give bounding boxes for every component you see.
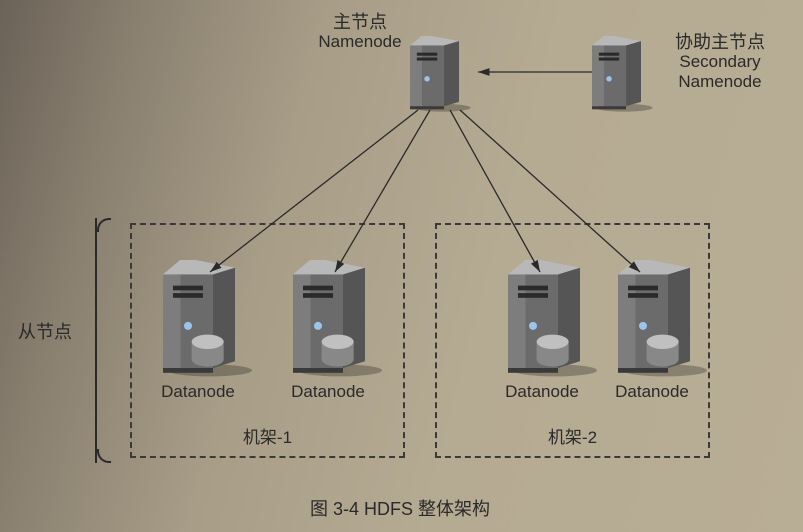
datanode-4-icon [615,260,715,380]
datanode-1-label: Datanode [148,382,248,402]
datanode-1-icon [160,260,260,380]
rack-1-label: 机架-1 [132,423,403,448]
rack-2-label: 机架-2 [437,423,708,448]
secondary-label-cn: 协助主节点 [660,28,780,54]
datanode-4-label: Datanode [602,382,702,402]
figure-caption: 图 3-4 HDFS 整体架构 [200,495,600,521]
secondary-label-en: Secondary Namenode [660,52,780,92]
datanode-3-icon [505,260,605,380]
hdfs-architecture-diagram: 主节点 Namenode 协助主节点 Secondary Namenode 机架… [0,0,803,532]
namenode-server-icon [408,36,476,114]
datanode-2-label: Datanode [278,382,378,402]
namenode-label-cn: 主节点 [310,8,410,34]
secondary-server-icon [590,36,658,114]
datanode-3-label: Datanode [492,382,592,402]
namenode-label-en: Namenode [310,32,410,52]
datanode-2-icon [290,260,390,380]
slave-label: 从节点 [10,318,80,344]
slave-brace-icon [95,218,97,463]
